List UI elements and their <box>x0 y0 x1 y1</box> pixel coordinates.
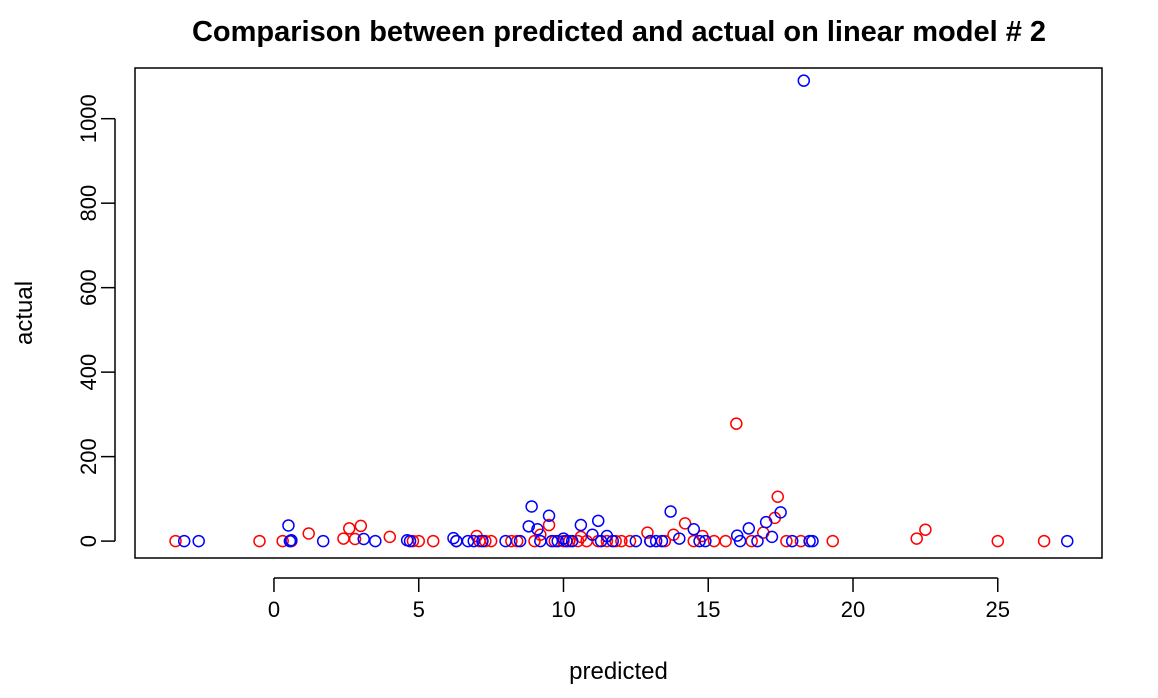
data-point-red <box>253 534 266 548</box>
data-point-red <box>484 534 498 548</box>
data-point-blue <box>285 534 298 547</box>
data-point-blue <box>557 532 570 545</box>
y-axis-label: actual <box>11 281 38 345</box>
data-point-blue <box>476 534 489 548</box>
data-point-red <box>780 534 793 548</box>
data-point-red <box>991 534 1005 548</box>
data-point-blue <box>192 534 205 548</box>
y-tick-label: 400 <box>76 354 101 391</box>
x-axis-label: predicted <box>569 658 668 685</box>
data-point-blue <box>545 534 559 548</box>
data-point-red <box>348 532 362 546</box>
y-axis: 0 200 400 600 800 1000 <box>76 94 116 547</box>
data-point-blue <box>522 520 535 533</box>
data-point-red <box>771 490 784 503</box>
data-point-blue <box>629 534 643 548</box>
data-point-red <box>383 530 397 544</box>
x-tick-label: 0 <box>268 597 280 622</box>
data-point-red <box>623 534 637 548</box>
data-point-blue <box>450 534 463 548</box>
data-point-blue <box>765 530 779 544</box>
data-point-blue <box>461 534 475 548</box>
data-point-blue <box>687 523 701 536</box>
data-point-blue <box>733 534 747 548</box>
data-points <box>169 74 1074 548</box>
data-point-red <box>600 534 614 548</box>
data-point-red <box>730 417 743 430</box>
x-tick-label: 5 <box>413 597 425 622</box>
data-point-red <box>426 534 440 548</box>
data-point-blue <box>542 509 556 523</box>
data-point-blue <box>531 523 544 536</box>
data-point-red <box>719 534 732 548</box>
y-tick-label: 800 <box>76 185 101 222</box>
data-point-blue <box>673 532 686 545</box>
data-point-blue <box>369 534 382 548</box>
y-tick-label: 200 <box>76 438 101 475</box>
data-point-blue <box>499 534 512 548</box>
x-tick-label: 15 <box>696 597 720 622</box>
data-point-red <box>615 534 628 548</box>
y-tick-label: 600 <box>76 269 101 306</box>
data-point-blue <box>403 534 417 548</box>
data-point-blue <box>606 534 619 548</box>
data-point-red <box>542 518 556 532</box>
data-point-blue <box>467 534 480 548</box>
data-point-red <box>910 532 923 545</box>
data-point-blue <box>560 534 573 548</box>
data-point-red <box>354 519 368 533</box>
data-point-red <box>1037 534 1051 548</box>
data-point-blue <box>565 534 579 548</box>
data-point-blue <box>664 505 677 518</box>
data-point-blue <box>785 534 799 548</box>
data-point-blue <box>693 534 706 548</box>
data-point-blue <box>551 534 564 548</box>
data-point-blue <box>447 531 460 545</box>
x-tick-label: 10 <box>551 597 575 622</box>
data-point-blue <box>742 522 756 535</box>
data-point-blue <box>806 534 819 548</box>
data-point-blue <box>513 534 527 548</box>
data-point-blue <box>774 506 787 519</box>
data-point-red <box>505 534 518 548</box>
data-point-red <box>276 534 289 548</box>
data-point-blue <box>797 74 811 87</box>
plot-frame <box>134 67 1103 559</box>
data-point-red <box>169 534 182 548</box>
data-point-red <box>641 526 654 539</box>
data-point-red <box>342 522 356 535</box>
data-point-red <box>826 534 839 548</box>
data-point-blue <box>759 515 773 529</box>
data-point-blue <box>574 518 588 532</box>
data-point-blue <box>699 534 712 548</box>
data-point-blue <box>177 534 191 548</box>
x-axis: 0 5 10 15 20 25 <box>268 577 1010 622</box>
data-point-blue <box>591 514 605 528</box>
data-point-blue <box>282 519 295 532</box>
data-point-blue <box>751 534 764 548</box>
x-tick-label: 20 <box>841 597 865 622</box>
data-point-blue <box>525 500 538 513</box>
chart-title: Comparison between predicted and actual … <box>191 16 1047 48</box>
data-point-blue <box>316 534 330 548</box>
y-tick-label: 0 <box>76 535 101 547</box>
x-tick-label: 25 <box>986 597 1010 622</box>
data-point-red <box>919 523 932 536</box>
data-point-red <box>678 517 692 530</box>
data-point-blue <box>655 534 669 548</box>
data-point-blue <box>357 532 370 546</box>
data-point-blue <box>1061 534 1074 548</box>
data-point-red <box>337 532 350 545</box>
y-tick-label: 1000 <box>76 94 101 143</box>
data-point-blue <box>649 534 663 548</box>
data-point-blue <box>586 528 599 542</box>
data-point-red <box>302 527 315 540</box>
